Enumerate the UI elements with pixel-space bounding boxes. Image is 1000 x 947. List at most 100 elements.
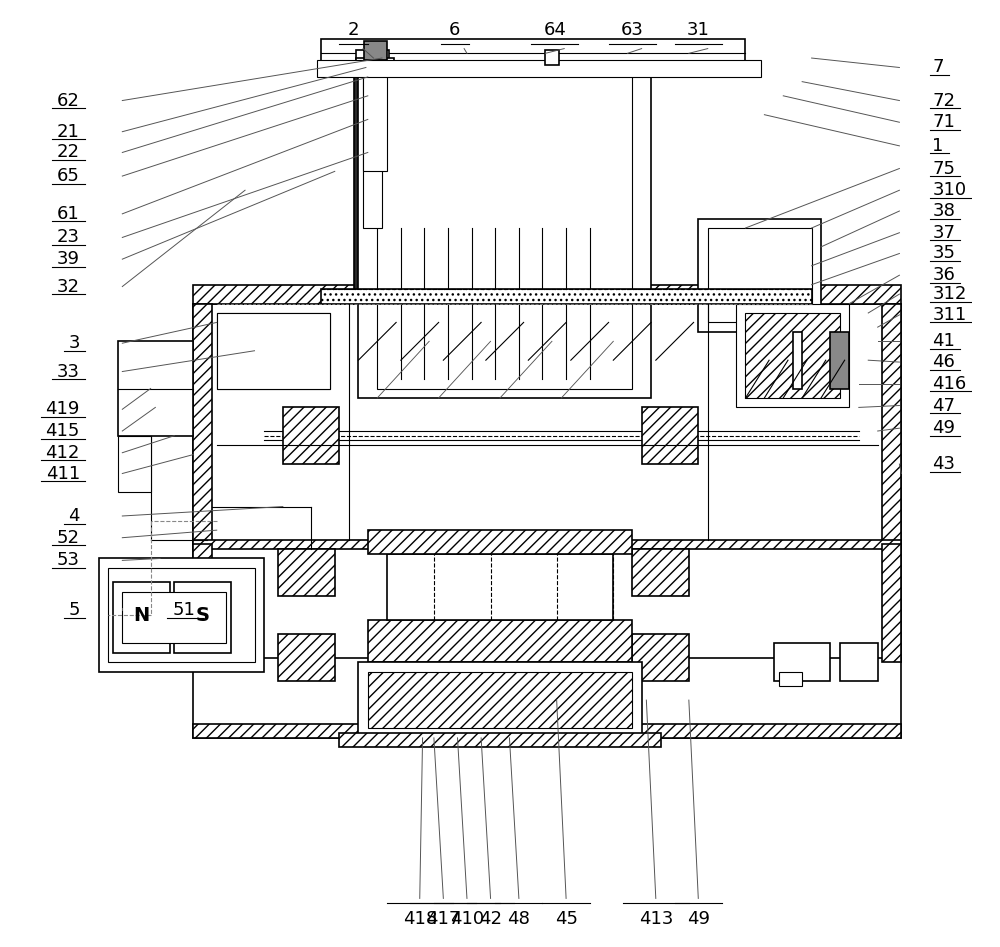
Bar <box>745 313 840 398</box>
Bar <box>830 331 849 388</box>
Bar <box>193 724 901 738</box>
Bar <box>793 331 802 388</box>
Bar <box>321 63 755 72</box>
Bar <box>99 559 264 671</box>
Text: 72: 72 <box>932 92 955 110</box>
Text: 64: 64 <box>543 21 566 39</box>
Text: 2: 2 <box>348 21 359 39</box>
Text: 419: 419 <box>45 401 80 419</box>
Text: 413: 413 <box>639 910 673 928</box>
Bar <box>193 545 212 662</box>
Text: 63: 63 <box>621 21 644 39</box>
Bar <box>217 313 330 388</box>
Text: 36: 36 <box>932 266 955 284</box>
Bar <box>356 58 394 69</box>
Text: 53: 53 <box>57 551 80 569</box>
Bar <box>708 228 812 322</box>
Circle shape <box>644 556 678 590</box>
Bar <box>462 549 519 597</box>
Bar <box>779 671 802 686</box>
Text: 417: 417 <box>426 910 461 928</box>
Text: 6: 6 <box>449 21 460 39</box>
Bar <box>368 671 632 728</box>
Text: 46: 46 <box>932 353 955 371</box>
Text: 21: 21 <box>57 123 80 141</box>
Text: 62: 62 <box>57 92 80 110</box>
Text: 43: 43 <box>932 456 955 474</box>
Text: 45: 45 <box>555 910 578 928</box>
Circle shape <box>644 640 678 674</box>
Bar <box>193 545 901 662</box>
Bar <box>122 592 226 643</box>
Bar <box>193 540 901 549</box>
Bar <box>283 407 339 464</box>
Bar <box>774 643 830 681</box>
Bar <box>193 304 901 549</box>
Bar <box>278 549 335 597</box>
Circle shape <box>290 415 332 456</box>
Bar <box>321 290 812 304</box>
Text: 52: 52 <box>57 528 80 546</box>
Bar <box>321 39 745 67</box>
Text: 312: 312 <box>932 285 967 303</box>
Bar <box>356 50 389 69</box>
Text: 7: 7 <box>932 59 944 77</box>
Text: 23: 23 <box>57 228 80 246</box>
Circle shape <box>289 640 323 674</box>
Bar <box>736 304 849 407</box>
Text: 416: 416 <box>932 375 967 393</box>
Text: 51: 51 <box>172 601 195 619</box>
Bar <box>698 219 821 331</box>
Bar <box>113 582 170 652</box>
Text: 65: 65 <box>57 167 80 185</box>
Circle shape <box>474 556 508 590</box>
Bar <box>193 657 901 738</box>
Bar <box>882 304 901 549</box>
Bar <box>193 304 212 549</box>
Bar <box>193 285 901 304</box>
Text: 418: 418 <box>403 910 437 928</box>
Bar <box>217 313 330 388</box>
Text: N: N <box>133 606 149 625</box>
Text: 41: 41 <box>932 332 955 350</box>
Text: 410: 410 <box>450 910 484 928</box>
Text: S: S <box>196 606 210 625</box>
Text: 31: 31 <box>687 21 710 39</box>
Text: 39: 39 <box>57 250 80 268</box>
Text: 33: 33 <box>57 363 80 381</box>
Text: 3: 3 <box>68 334 80 352</box>
Bar <box>339 733 661 747</box>
Text: 412: 412 <box>45 444 80 462</box>
Text: 5: 5 <box>68 601 80 619</box>
Bar <box>387 554 613 620</box>
Bar <box>118 341 193 436</box>
Text: 310: 310 <box>932 181 967 199</box>
Bar <box>363 67 387 171</box>
Text: 61: 61 <box>57 205 80 223</box>
Text: 311: 311 <box>932 306 967 324</box>
Bar <box>632 549 689 597</box>
Text: 75: 75 <box>932 159 955 177</box>
Bar <box>368 530 632 554</box>
Bar <box>882 545 901 662</box>
Bar <box>613 58 642 295</box>
Text: 32: 32 <box>57 277 80 295</box>
Polygon shape <box>708 238 774 331</box>
Text: 47: 47 <box>932 397 955 415</box>
Circle shape <box>649 415 691 456</box>
Bar <box>368 620 632 662</box>
Text: 49: 49 <box>687 910 710 928</box>
Bar <box>354 58 382 295</box>
Bar <box>840 643 878 681</box>
Bar <box>363 63 382 228</box>
Bar <box>108 568 255 662</box>
Bar <box>358 662 642 738</box>
Text: 22: 22 <box>57 143 80 162</box>
Text: 71: 71 <box>932 114 955 132</box>
Text: 411: 411 <box>46 464 80 483</box>
Bar <box>364 41 387 60</box>
Bar <box>377 58 632 388</box>
Text: 1: 1 <box>932 137 944 155</box>
Text: 415: 415 <box>45 422 80 440</box>
Bar <box>545 50 559 64</box>
